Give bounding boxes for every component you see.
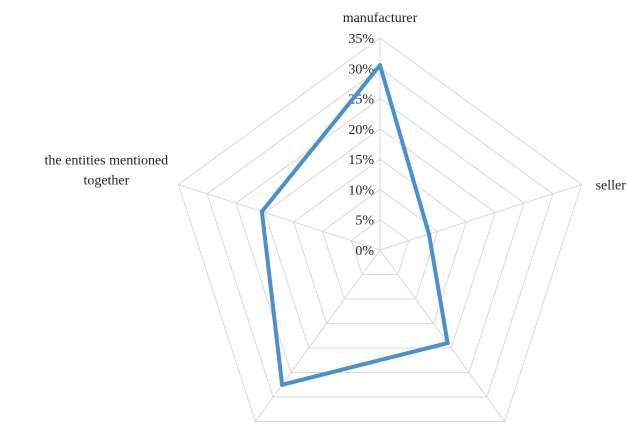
data-point <box>378 63 382 68</box>
data-point <box>259 209 264 214</box>
axis-labels: manufacturersellerconsumerlocal governme… <box>45 11 627 193</box>
tick-label: 20% <box>348 123 374 138</box>
data-series <box>259 63 450 387</box>
grid-ring <box>206 67 554 398</box>
data-point <box>445 341 450 346</box>
grid-ring <box>350 219 410 276</box>
grid-ring <box>293 158 467 325</box>
grid-ring <box>264 128 496 349</box>
tick-label: 10% <box>348 183 374 198</box>
grid-spoke <box>379 249 506 422</box>
axis-label: the entities mentioned together <box>45 153 169 188</box>
grid-spoke <box>254 249 381 422</box>
grid-ring <box>235 97 525 374</box>
axis-label: manufacturer <box>343 11 418 26</box>
radar-grid <box>177 37 583 423</box>
radial-tick-labels: 0%5%10%15%20%25%30%35% <box>348 32 374 259</box>
data-point <box>426 232 431 237</box>
tick-label: 5% <box>355 214 374 229</box>
data-point <box>280 382 285 387</box>
series-line <box>259 63 450 387</box>
tick-label: 0% <box>355 244 374 259</box>
grid-spoke <box>178 184 381 251</box>
grid-spoke <box>379 184 582 251</box>
tick-label: 30% <box>348 62 374 77</box>
tick-label: 35% <box>348 32 374 47</box>
grid-ring <box>177 37 583 423</box>
axis-label: seller <box>596 178 627 193</box>
tick-label: 15% <box>348 153 374 168</box>
